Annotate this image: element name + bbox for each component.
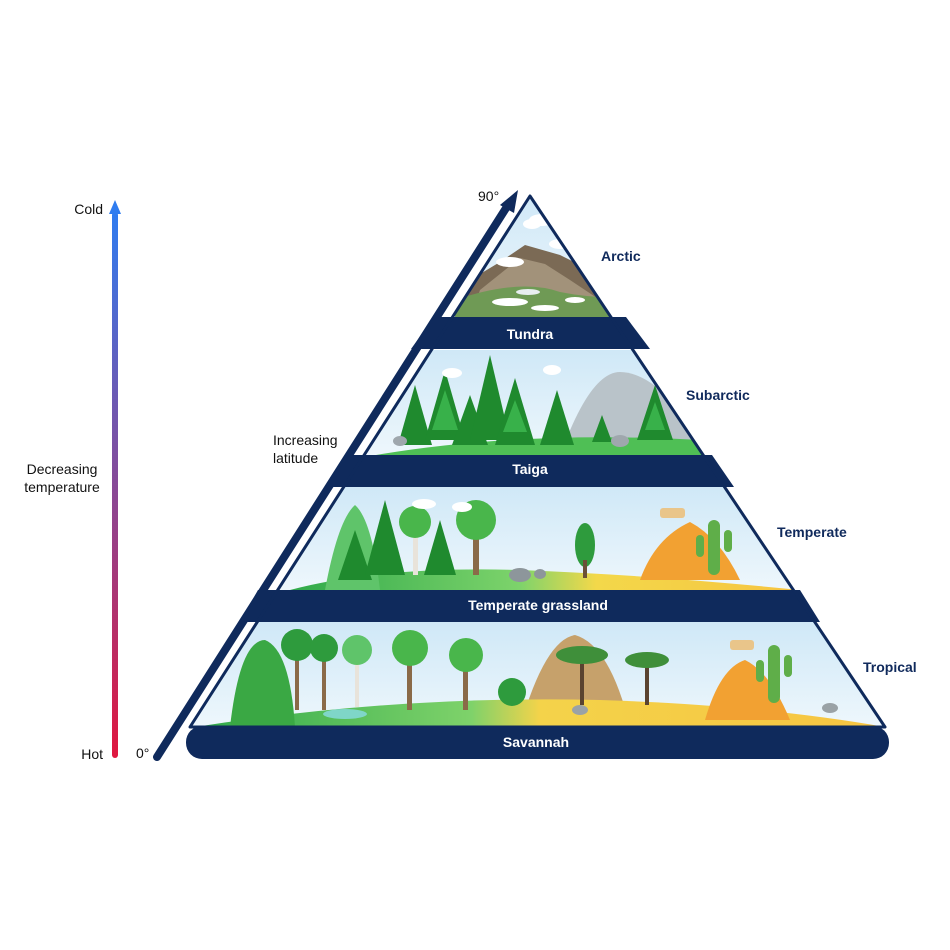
arctic-zone-label: Arctic bbox=[601, 248, 641, 264]
latitude-caption-line2: latitude bbox=[273, 450, 318, 466]
temperate-zone-label: Temperate bbox=[777, 524, 847, 540]
latitude-top-label: 90° bbox=[478, 188, 499, 204]
temperate-grassland-band: Temperate grassland bbox=[240, 590, 820, 622]
taiga-band: Taiga bbox=[325, 455, 734, 487]
temperature-arrow bbox=[109, 200, 121, 758]
hot-label: Hot bbox=[81, 746, 103, 762]
savannah-scene bbox=[190, 622, 885, 727]
temperate-grassland-label: Temperate grassland bbox=[468, 597, 608, 613]
savannah-band: Savannah bbox=[186, 726, 889, 759]
subarctic-zone-label: Subarctic bbox=[686, 387, 750, 403]
cold-label: Cold bbox=[74, 201, 103, 217]
tundra-scene bbox=[300, 196, 760, 318]
temperature-caption-line2: temperature bbox=[24, 479, 100, 495]
temperature-caption-line1: Decreasing bbox=[27, 461, 98, 477]
taiga-label: Taiga bbox=[512, 461, 548, 477]
tropical-zone-label: Tropical bbox=[863, 659, 917, 675]
temperate-scene bbox=[270, 486, 800, 590]
latitude-caption-line1: Increasing bbox=[273, 432, 338, 448]
latitude-bottom-label: 0° bbox=[136, 745, 149, 761]
savannah-label: Savannah bbox=[503, 734, 569, 750]
pyramid-outline bbox=[188, 194, 887, 729]
tundra-band: Tundra bbox=[411, 317, 650, 349]
taiga-scene bbox=[300, 350, 760, 456]
tundra-label: Tundra bbox=[507, 326, 554, 342]
